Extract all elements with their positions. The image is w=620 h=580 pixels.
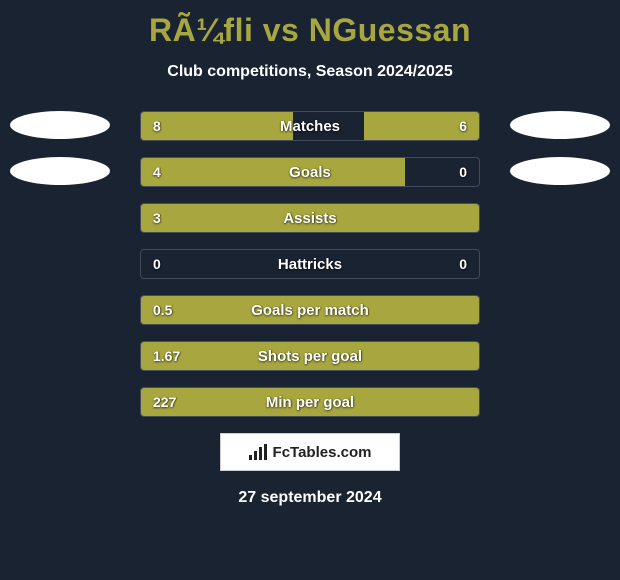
- footer-date: 27 september 2024: [0, 489, 620, 507]
- stat-bar-left: [141, 342, 479, 370]
- stat-bar-left: [141, 204, 479, 232]
- stat-row: Min per goal227: [140, 387, 480, 417]
- stats-list: Matches86 Goals40 Assists3 Hattricks00 Goals…: [140, 111, 480, 417]
- stat-bar-left: [141, 158, 405, 186]
- stat-row: Matches86: [140, 111, 480, 141]
- stat-row: Hattricks00: [140, 249, 480, 279]
- stat-row: Goals40: [140, 157, 480, 187]
- stat-bar-gap: [141, 250, 479, 278]
- stat-bar-right: [364, 112, 479, 140]
- brand-logo-text: FcTables.com: [273, 444, 372, 461]
- logo-bars-icon: [249, 444, 267, 460]
- stat-row: Shots per goal1.67: [140, 341, 480, 371]
- player1-avatar-placeholder: [10, 111, 110, 139]
- player1-avatar-placeholder-2: [10, 157, 110, 185]
- stat-bar-left: [141, 296, 479, 324]
- player2-avatar-placeholder-2: [510, 157, 610, 185]
- page-title: RÃ¼fli vs NGuessan: [0, 0, 620, 49]
- stat-bar-gap: [293, 112, 364, 140]
- comparison-content: Matches86 Goals40 Assists3 Hattricks00 Goals…: [0, 111, 620, 507]
- stat-bar-left: [141, 112, 293, 140]
- brand-logo: FcTables.com: [220, 433, 400, 471]
- player2-avatar-placeholder: [510, 111, 610, 139]
- subtitle: Club competitions, Season 2024/2025: [0, 63, 620, 81]
- stat-row: Goals per match0.5: [140, 295, 480, 325]
- stat-bar-gap: [405, 158, 479, 186]
- stat-bar-left: [141, 388, 479, 416]
- stat-row: Assists3: [140, 203, 480, 233]
